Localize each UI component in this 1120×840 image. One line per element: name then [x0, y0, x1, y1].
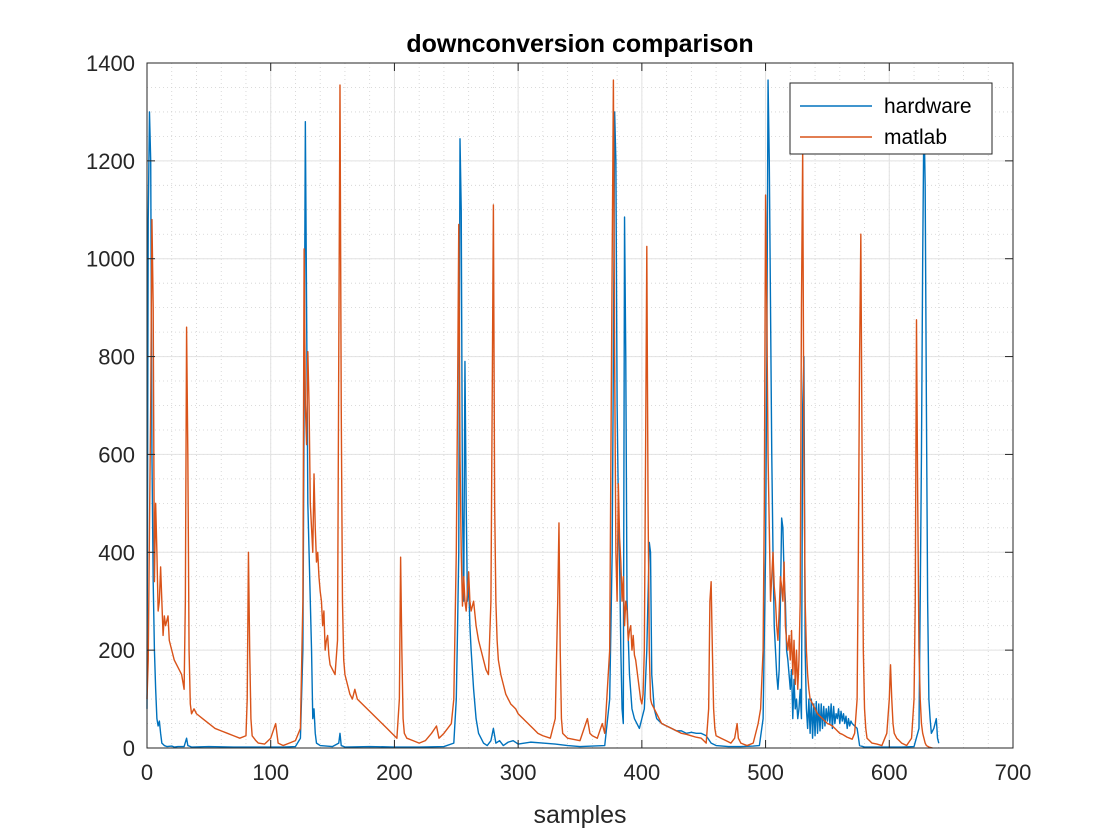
y-tick-label: 1400	[86, 51, 135, 76]
minor-grid	[146, 62, 1014, 749]
y-tick-label: 200	[98, 638, 135, 663]
legend-label-matlab[interactable]: matlab	[884, 126, 947, 149]
x-tick-label: 700	[995, 760, 1032, 785]
x-tick-label: 600	[871, 760, 908, 785]
chart-title: downconversion comparison	[406, 30, 753, 58]
y-tick-label: 400	[98, 540, 135, 565]
legend-label-hardware[interactable]: hardware	[884, 95, 972, 118]
x-axis: 0 100 200 300 400 500 600 700	[141, 63, 1031, 785]
series-line-hardware	[146, 79, 940, 748]
x-tick-label: 400	[623, 760, 660, 785]
x-tick-label: 300	[500, 760, 537, 785]
series-line-matlab	[146, 79, 933, 749]
y-tick-label: 800	[98, 345, 135, 370]
series-layer	[146, 79, 940, 749]
x-axis-label: samples	[533, 801, 626, 829]
y-tick-label: 600	[98, 442, 135, 467]
y-tick-label: 1000	[86, 247, 135, 272]
x-tick-label: 100	[252, 760, 289, 785]
legend-box	[789, 82, 993, 155]
y-tick-label: 1200	[86, 149, 135, 174]
legend[interactable]: hardware matlab	[789, 82, 993, 155]
y-axis: 0 200 400 600 800 1000 1200 1400	[86, 51, 1013, 761]
x-tick-label: 200	[376, 760, 413, 785]
y-tick-label: 0	[123, 736, 135, 761]
x-tick-label: 500	[747, 760, 784, 785]
x-tick-label: 0	[141, 760, 153, 785]
axes-box	[146, 62, 1014, 749]
